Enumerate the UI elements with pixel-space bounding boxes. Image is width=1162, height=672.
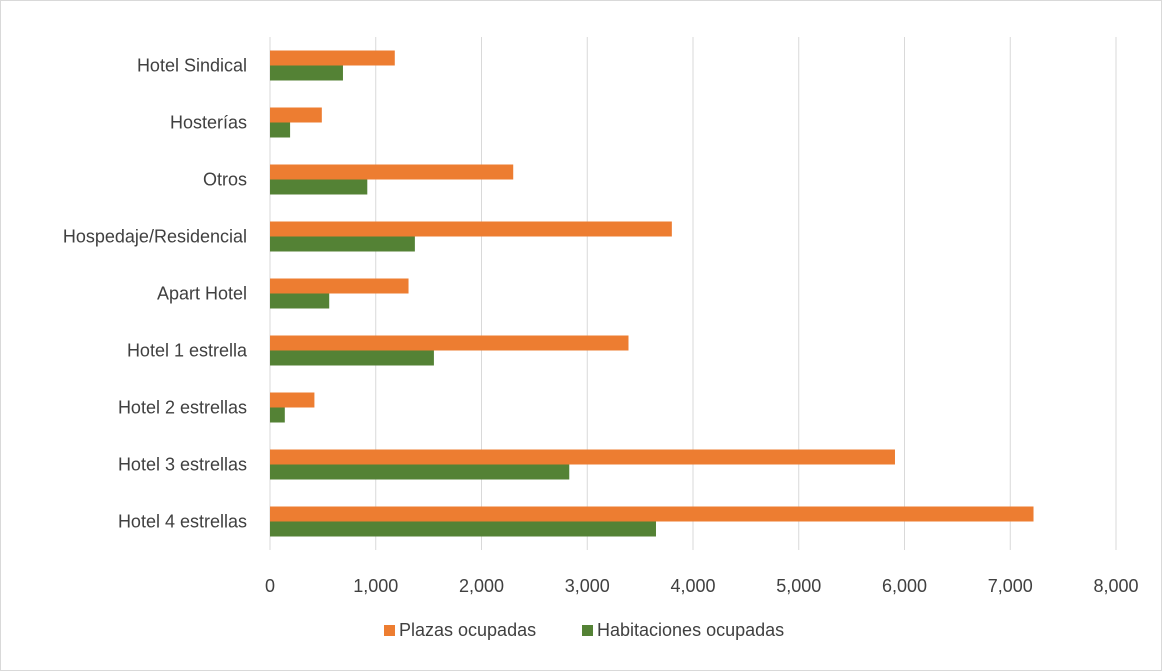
legend-swatch — [384, 625, 395, 636]
category-label: Hotel 3 estrellas — [118, 455, 247, 475]
category-label: Hosterías — [170, 113, 247, 133]
x-tick-label: 6,000 — [882, 576, 927, 596]
x-tick-label: 4,000 — [670, 576, 715, 596]
gridlines — [269, 37, 1117, 550]
x-tick-label: 7,000 — [988, 576, 1033, 596]
bar-plazas-ocupadas-5 — [270, 221, 672, 237]
bar-habitaciones-ocupadas-7 — [270, 122, 291, 138]
bar-habitaciones-ocupadas-8 — [270, 65, 343, 81]
bar-plazas-ocupadas-7 — [270, 107, 322, 123]
category-label: Hotel 2 estrellas — [118, 398, 247, 418]
bar-habitaciones-ocupadas-5 — [270, 236, 415, 252]
bar-plazas-ocupadas-1 — [270, 449, 895, 465]
category-label: Apart Hotel — [157, 284, 247, 304]
bar-plazas-ocupadas-6 — [270, 164, 514, 180]
bar-habitaciones-ocupadas-4 — [270, 293, 330, 309]
category-labels: Hotel 4 estrellas Hotel 3 estrellas Hotel … — [63, 56, 248, 532]
legend-swatch — [582, 625, 593, 636]
category-label: Otros — [203, 170, 247, 190]
legend-label: Plazas ocupadas — [399, 620, 536, 640]
bar-habitaciones-ocupadas-1 — [270, 464, 570, 480]
legend: Plazas ocupadas Habitaciones ocupadas — [384, 620, 784, 640]
bar-plazas-ocupadas-8 — [270, 50, 395, 66]
bar-plazas-ocupadas-0 — [270, 506, 1034, 522]
category-label: Hospedaje/Residencial — [63, 227, 247, 247]
category-label: Hotel Sindical — [137, 56, 247, 76]
x-tick-label: 3,000 — [565, 576, 610, 596]
x-tick-label: 0 — [265, 576, 275, 596]
x-tick-label: 5,000 — [776, 576, 821, 596]
x-tick-label: 1,000 — [353, 576, 398, 596]
x-axis-tick-labels: 0 1,000 2,000 3,000 4,000 5,000 6,000 7,000 8,00… — [265, 576, 1139, 596]
bar-plazas-ocupadas-3 — [270, 335, 629, 351]
bar-habitaciones-ocupadas-6 — [270, 179, 368, 195]
bars — [270, 50, 1034, 537]
category-label: Hotel 4 estrellas — [118, 512, 247, 532]
bar-plazas-ocupadas-4 — [270, 278, 409, 294]
category-label: Hotel 1 estrella — [127, 341, 248, 361]
bar-habitaciones-ocupadas-3 — [270, 350, 434, 366]
x-tick-label: 8,000 — [1093, 576, 1138, 596]
bar-habitaciones-ocupadas-0 — [270, 521, 656, 537]
bar-habitaciones-ocupadas-2 — [270, 407, 285, 423]
x-tick-label: 2,000 — [459, 576, 504, 596]
legend-label: Habitaciones ocupadas — [597, 620, 784, 640]
bar-plazas-ocupadas-2 — [270, 392, 315, 408]
